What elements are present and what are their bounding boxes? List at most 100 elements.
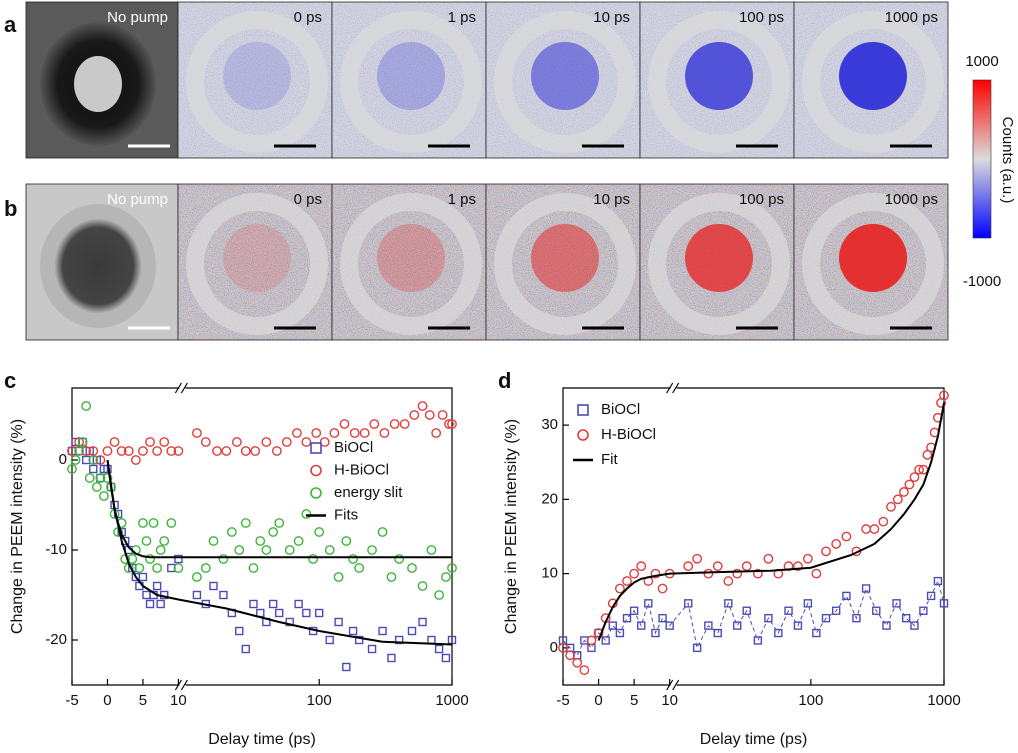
x-tick-label: 10 bbox=[661, 692, 678, 709]
point bbox=[753, 636, 763, 645]
point bbox=[579, 665, 590, 676]
point bbox=[939, 599, 949, 608]
point bbox=[152, 446, 163, 456]
point bbox=[841, 531, 852, 542]
frame-label: 1 ps bbox=[448, 9, 476, 26]
point bbox=[85, 446, 94, 456]
point bbox=[292, 428, 302, 438]
point bbox=[89, 464, 98, 474]
point bbox=[447, 563, 457, 573]
series-line bbox=[562, 579, 945, 657]
point bbox=[683, 561, 694, 572]
point bbox=[134, 563, 145, 573]
point bbox=[704, 621, 713, 630]
point bbox=[192, 428, 202, 438]
colorbar-tick: 1000 bbox=[965, 53, 998, 70]
point bbox=[852, 613, 861, 623]
point bbox=[665, 621, 674, 630]
point bbox=[271, 446, 282, 456]
point bbox=[235, 626, 244, 636]
point bbox=[81, 446, 92, 456]
point bbox=[209, 581, 218, 591]
point bbox=[77, 437, 88, 447]
point bbox=[70, 455, 81, 465]
point bbox=[821, 546, 831, 557]
point bbox=[431, 428, 442, 438]
point bbox=[349, 428, 360, 438]
point bbox=[241, 644, 250, 654]
frame-label: 100 ps bbox=[739, 9, 784, 26]
y-tick-label: 0 bbox=[550, 639, 558, 656]
point bbox=[741, 561, 752, 572]
point bbox=[418, 617, 427, 627]
axis-break bbox=[174, 382, 188, 394]
point bbox=[231, 437, 242, 447]
point bbox=[67, 464, 77, 474]
particle-signal bbox=[377, 224, 445, 292]
point bbox=[308, 554, 319, 564]
point bbox=[692, 553, 703, 564]
point bbox=[369, 419, 380, 429]
point bbox=[821, 613, 831, 623]
legend-label: energy slit bbox=[334, 484, 403, 501]
point bbox=[95, 473, 106, 483]
legend-swatch bbox=[310, 464, 322, 477]
point bbox=[629, 568, 640, 579]
legend-swatch bbox=[310, 487, 322, 499]
particle-signal bbox=[223, 42, 291, 110]
point bbox=[285, 617, 294, 627]
point bbox=[293, 536, 304, 546]
point bbox=[159, 437, 170, 447]
panel-letter: a bbox=[4, 12, 17, 37]
y-tick-label: -20 bbox=[45, 631, 67, 648]
frame-label: 1 ps bbox=[448, 191, 476, 208]
point bbox=[831, 606, 841, 615]
particle bbox=[54, 218, 142, 314]
point bbox=[803, 599, 813, 608]
point bbox=[325, 635, 334, 645]
point bbox=[586, 635, 597, 646]
particle-signal bbox=[531, 224, 599, 292]
point bbox=[218, 554, 229, 564]
point bbox=[608, 621, 617, 630]
point bbox=[802, 553, 813, 564]
point bbox=[886, 501, 896, 512]
legend-label: BiOCl bbox=[601, 401, 640, 418]
point bbox=[407, 563, 417, 573]
point bbox=[174, 554, 183, 564]
x-tick-label: 0 bbox=[103, 692, 111, 709]
point bbox=[91, 482, 102, 492]
point bbox=[417, 581, 428, 591]
point bbox=[882, 621, 891, 630]
point bbox=[333, 572, 344, 582]
tile-border bbox=[793, 1, 949, 159]
x-tick-label: -5 bbox=[556, 692, 569, 709]
point bbox=[166, 518, 177, 528]
point bbox=[784, 606, 793, 615]
chart: d -5 0 5 10 100 1000 0 10 20 30 Delay time (ps) Chan… bbox=[498, 368, 961, 748]
point bbox=[424, 410, 435, 420]
point bbox=[437, 410, 448, 420]
x-tick-label: 5 bbox=[139, 692, 147, 709]
point bbox=[872, 606, 881, 615]
point bbox=[387, 653, 396, 663]
point bbox=[348, 554, 359, 564]
point bbox=[138, 518, 148, 528]
point bbox=[311, 428, 322, 438]
point bbox=[427, 635, 436, 645]
particle-signal bbox=[839, 42, 907, 110]
frame-label: 10 ps bbox=[593, 9, 630, 26]
point bbox=[221, 446, 232, 456]
point bbox=[831, 539, 842, 549]
point bbox=[88, 455, 99, 465]
point bbox=[399, 419, 410, 429]
point bbox=[301, 509, 312, 519]
point bbox=[274, 518, 285, 528]
point bbox=[342, 662, 351, 672]
point bbox=[301, 437, 312, 447]
particle-signal bbox=[223, 224, 291, 292]
x-tick-label: 1000 bbox=[927, 692, 960, 709]
ring bbox=[186, 11, 328, 153]
point bbox=[441, 653, 451, 663]
